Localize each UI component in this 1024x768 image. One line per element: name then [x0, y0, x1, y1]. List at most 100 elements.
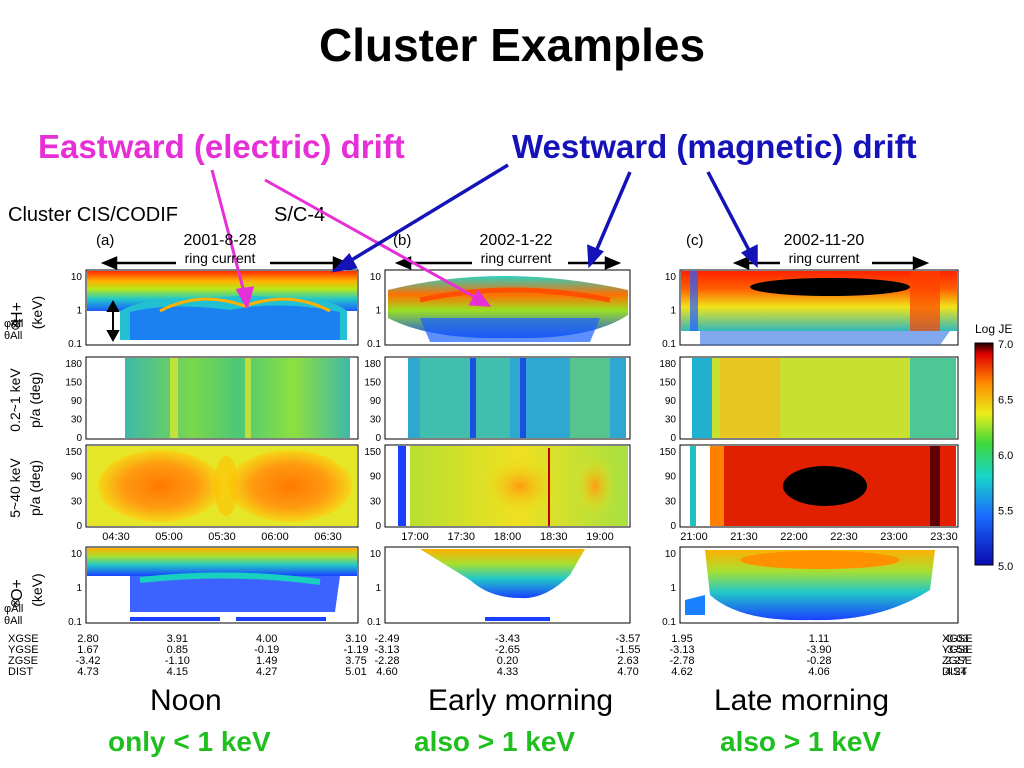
y-tick-label: 30 [71, 415, 83, 426]
ring-current-label: ring current [185, 250, 256, 266]
y-tick-label: 150 [364, 447, 381, 458]
y-tick-label: 10 [71, 549, 83, 560]
slide-title: Cluster Examples [318, 19, 706, 71]
y-tick-label: 150 [659, 378, 676, 389]
y-tick-label: 0.1 [367, 339, 381, 350]
coord-value: 1.49 [256, 655, 277, 667]
y-tick-label: 90 [370, 396, 382, 407]
y-tick-label: 90 [71, 472, 83, 483]
coord-value: 5.01 [345, 666, 366, 678]
coord-value: 3.10 [345, 633, 366, 645]
y-tick-label: 1 [375, 306, 381, 317]
coord-value: 4.62 [671, 666, 692, 678]
energy-range-label: 5~40 keV [7, 458, 23, 518]
time-tick-label: 04:30 [102, 531, 130, 543]
coord-value: 2.63 [617, 655, 638, 667]
y-tick-label: 150 [65, 447, 82, 458]
coord-label: XGSE [942, 633, 973, 645]
y-tick-label: 180 [364, 359, 381, 370]
y-tick-label: 90 [665, 472, 677, 483]
y-tick-label: 90 [370, 472, 382, 483]
species-label: O+ [9, 579, 26, 601]
otimes-symbol: ⊗ [10, 595, 21, 610]
coord-value: -1.10 [165, 655, 190, 667]
coord-value: 4.00 [256, 633, 277, 645]
time-tick-label: 18:00 [494, 531, 522, 543]
y-tick-label: 0.1 [662, 617, 676, 628]
coord-value: -2.49 [374, 633, 399, 645]
time-tick-label: 17:00 [401, 531, 429, 543]
panel-date-label: 2002-1-22 [480, 232, 553, 249]
eastward-arrows [210, 169, 492, 310]
panel-c-pa-highenergy [679, 444, 959, 528]
phi-label: φAll [4, 603, 23, 615]
y-tick-label: 150 [364, 378, 381, 389]
ring-current-label: ring current [481, 250, 552, 266]
panel-b-oplus-energy [384, 546, 631, 624]
coord-value: -3.42 [75, 655, 100, 667]
time-tick-label: 23:30 [930, 531, 958, 543]
time-tick-label: 18:30 [540, 531, 568, 543]
ring-current-label: ring current [789, 250, 860, 266]
axis-unit-label: p/a (deg) [27, 460, 43, 516]
panel-date-label: 2002-11-20 [784, 232, 865, 249]
note-noon: only < 1 keV [108, 726, 271, 757]
coord-value: -1.19 [343, 644, 368, 656]
y-tick-label: 0 [670, 433, 676, 444]
coord-value: 3.75 [345, 655, 366, 667]
y-tick-label: 10 [370, 272, 382, 283]
coord-value: -0.03 [943, 633, 968, 645]
y-tick-label: 1 [76, 583, 82, 594]
coord-value: -3.90 [806, 644, 831, 656]
y-tick-label: 1 [670, 583, 676, 594]
eastward-drift-label: Eastward (electric) drift [38, 128, 405, 165]
y-tick-label: 1 [375, 583, 381, 594]
coord-value: -3.13 [374, 644, 399, 656]
y-tick-label: 10 [370, 549, 382, 560]
coord-value: 1.95 [671, 633, 692, 645]
y-tick-label: 180 [659, 359, 676, 370]
westward-arrows [331, 163, 758, 273]
coord-value: 1.67 [77, 644, 98, 656]
panel-c-hplus-energy [679, 269, 959, 346]
time-tick-label: 21:30 [730, 531, 758, 543]
time-tick-label: 06:00 [261, 531, 289, 543]
colorbar-title: Log JE [975, 322, 1012, 336]
y-tick-label: 0 [375, 521, 381, 532]
y-tick-label: 90 [665, 396, 677, 407]
coord-value: -2.78 [669, 655, 694, 667]
coord-value: 1.11 [809, 633, 830, 645]
coord-value: -3.58 [943, 644, 968, 656]
coord-value: -2.28 [374, 655, 399, 667]
coord-value: 0.20 [497, 655, 518, 667]
coord-value: -3.13 [669, 644, 694, 656]
theta-label: θAll [4, 615, 22, 627]
colorbar [974, 342, 994, 566]
westward-drift-label: Westward (magnetic) drift [512, 128, 917, 165]
panel-b-pa-highenergy [384, 444, 631, 528]
coord-value: 2.80 [77, 633, 98, 645]
y-tick-label: 10 [665, 272, 677, 283]
panel-a-oplus-energy [85, 546, 359, 624]
time-tick-label: 21:00 [680, 531, 708, 543]
coord-label: ZGSE [8, 655, 38, 667]
colorbar-tick: 6.5 [998, 395, 1013, 407]
time-tick-label: 22:30 [830, 531, 858, 543]
colorbar-tick: 5.5 [998, 506, 1013, 518]
coord-value: 4.60 [376, 666, 397, 678]
coord-value: 4.70 [617, 666, 638, 678]
coord-value: 4.33 [497, 666, 518, 678]
coord-label: ZGSE [942, 655, 972, 667]
coord-value: 0.85 [167, 644, 188, 656]
coord-label: DIST [942, 666, 967, 678]
coord-value: 4.15 [167, 666, 188, 678]
coord-value: 3.91 [167, 633, 188, 645]
y-tick-label: 0.1 [68, 617, 82, 628]
time-tick-label: 06:30 [314, 531, 342, 543]
time-tick-label: 22:00 [780, 531, 808, 543]
y-tick-label: 30 [665, 496, 677, 507]
theta-label: θAll [4, 330, 22, 342]
coord-value: 4.73 [77, 666, 98, 678]
colorbar-tick: 5.0 [998, 561, 1013, 573]
y-tick-label: 10 [665, 549, 677, 560]
